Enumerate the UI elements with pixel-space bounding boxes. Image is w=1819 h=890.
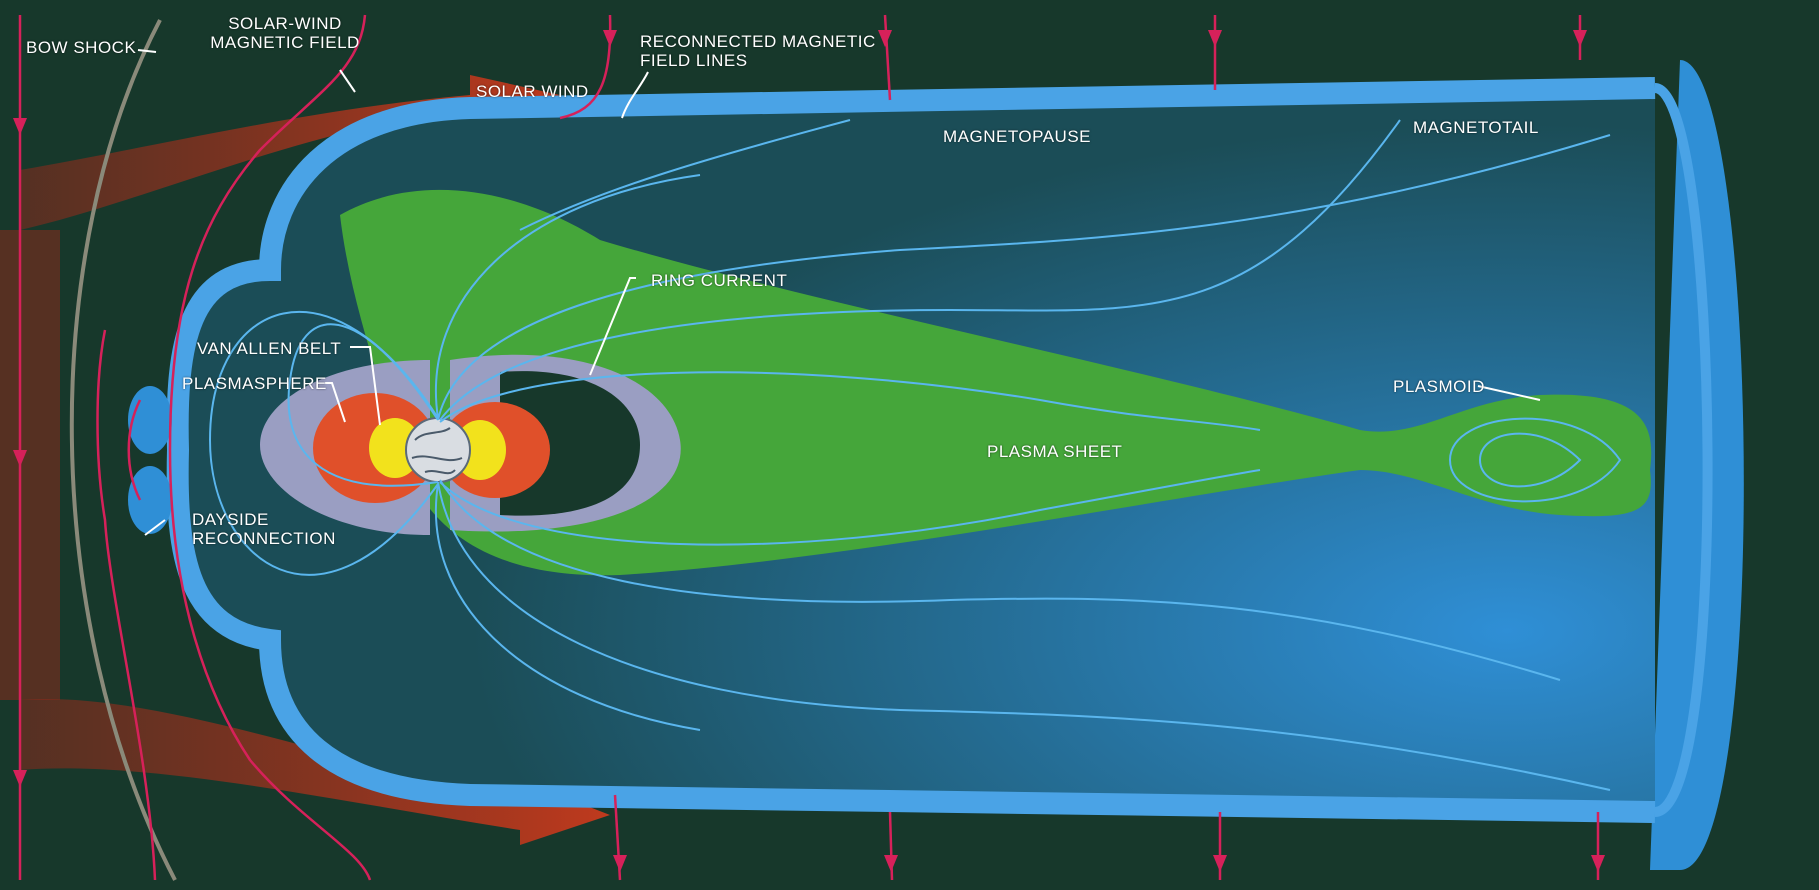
imf-arrowhead bbox=[13, 770, 27, 787]
dayside-line-2: RECONNECTION bbox=[192, 529, 336, 548]
imf-line bbox=[168, 14, 372, 881]
imf-arrowhead bbox=[1208, 30, 1222, 47]
imf-arrowheads bbox=[13, 30, 1605, 872]
dayside-reconnection-blob-top bbox=[128, 386, 172, 454]
field-line bbox=[439, 479, 1561, 681]
field-line bbox=[439, 469, 1261, 546]
magnetopause-band bbox=[166, 77, 1656, 823]
imf-line bbox=[127, 399, 142, 501]
imf-line bbox=[883, 14, 892, 101]
ring-current-label: RING CURRENT bbox=[651, 271, 788, 290]
reconnected-line-1: RECONNECTED MAGNETIC bbox=[640, 32, 876, 51]
field-line bbox=[437, 134, 1611, 421]
leader-reconnected bbox=[621, 71, 649, 119]
field-line bbox=[208, 311, 439, 576]
field-line bbox=[434, 483, 701, 731]
imf-arrowhead bbox=[603, 30, 617, 47]
solar-wind-label: SOLAR WIND bbox=[476, 82, 589, 101]
leader-bow-shock bbox=[137, 49, 157, 53]
dayside-line-1: DAYSIDE bbox=[192, 510, 269, 529]
field-line bbox=[439, 119, 1401, 421]
field-line bbox=[439, 371, 1261, 431]
magnetotail-body bbox=[1650, 60, 1744, 870]
magnetotail-label: MAGNETOTAIL bbox=[1413, 118, 1539, 137]
reconnected-field-lines-label: RECONNECTED MAGNETIC FIELD LINES bbox=[640, 32, 876, 70]
earth-detail bbox=[411, 427, 463, 475]
imf-arrowhead bbox=[884, 855, 898, 872]
solar-wind-stream-left bbox=[0, 230, 60, 700]
magnetotail-end bbox=[1653, 83, 1713, 817]
leader-solar-wind-field bbox=[339, 69, 356, 93]
magnetopause-label: MAGNETOPAUSE bbox=[943, 127, 1092, 146]
field-line bbox=[519, 119, 851, 231]
bow-shock-label: BOW SHOCK bbox=[26, 38, 137, 57]
leader-plasmoid bbox=[1477, 385, 1541, 401]
leader-dayside bbox=[144, 519, 166, 536]
solar-wind-field-label: SOLAR-WIND MAGNETIC FIELD bbox=[205, 14, 365, 52]
imf-arrowhead bbox=[613, 855, 627, 872]
field-lines bbox=[208, 119, 1622, 791]
imf-arrowhead bbox=[1591, 855, 1605, 872]
solar-wind-field-line-1: SOLAR-WIND bbox=[228, 14, 342, 33]
plasmoid-label: PLASMOID bbox=[1393, 377, 1485, 396]
leader-lines bbox=[137, 49, 1541, 536]
imf-arrowhead bbox=[1213, 855, 1227, 872]
bow-shock-line bbox=[69, 19, 177, 881]
field-line bbox=[434, 174, 701, 419]
field-line bbox=[1478, 432, 1582, 488]
dayside-reconnection-label: DAYSIDE RECONNECTION bbox=[192, 510, 336, 548]
leader-van-allen bbox=[350, 346, 381, 426]
imf-arrowhead bbox=[13, 450, 27, 467]
leader-ring-current bbox=[589, 277, 636, 376]
imf-arrowhead bbox=[13, 118, 27, 135]
field-line bbox=[437, 481, 1611, 791]
plasmasphere-label: PLASMASPHERE bbox=[182, 374, 327, 393]
solar-wind-arrow-bottom bbox=[20, 699, 610, 845]
leader-plasmasphere bbox=[325, 382, 346, 423]
imf-line bbox=[96, 329, 157, 881]
solar-wind-field-line-2: MAGNETIC FIELD bbox=[210, 33, 360, 52]
field-line bbox=[1448, 417, 1622, 503]
reconnected-line-2: FIELD LINES bbox=[640, 51, 748, 70]
plasma-sheet-label: PLASMA SHEET bbox=[987, 442, 1123, 461]
dayside-reconnection-blob-bottom bbox=[128, 466, 172, 534]
imf-arrowhead bbox=[878, 30, 892, 47]
van-allen-belt-label: VAN ALLEN BELT bbox=[197, 339, 342, 358]
imf-arrowhead bbox=[1573, 30, 1587, 47]
